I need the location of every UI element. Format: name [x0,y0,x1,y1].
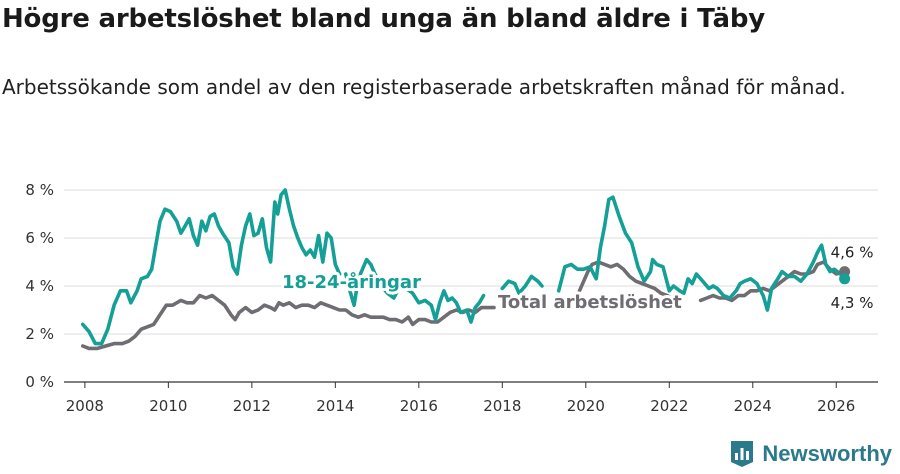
total-series-line-segment [81,293,496,351]
x-tick-label: 2018 [483,397,521,415]
x-tick-label: 2026 [817,397,855,415]
y-tick-label: 2 % [25,325,54,343]
x-tick-label: 2016 [400,397,438,415]
youth-series-label: 18-24-åringar [282,271,421,293]
youth-end-value-label: 4,3 % [831,294,874,312]
total-end-value-label: 4,6 % [831,244,874,262]
x-tick-label: 2008 [66,397,104,415]
youth-series-line-segment [81,188,342,346]
x-tick-label: 2024 [734,397,772,415]
x-tick-label: 2022 [650,397,688,415]
x-tick-label: 2020 [567,397,605,415]
y-tick-label: 6 % [25,229,54,247]
total-series-label: Total arbetslöshet [498,292,682,313]
x-tick-label: 2012 [233,397,271,415]
newsworthy-logo-icon [731,441,754,467]
total-series-label-halo: Total arbetslöshet [498,292,682,313]
youth-series-line-segment [556,195,847,312]
y-tick-label: 8 % [25,181,54,199]
chart-title: Högre arbetslöshet bland unga än bland ä… [2,4,766,34]
youth-series-end-point [839,273,851,285]
youth-series-line-segment [344,257,486,324]
chart-subtitle: Arbetssökande som andel av den registerb… [2,75,846,99]
brand-logo[interactable]: Newsworthy [730,440,892,468]
youth-series-label-halo: 18-24-åringar [282,271,421,293]
y-tick-label: 0 % [25,373,54,391]
x-tick-label: 2010 [149,397,187,415]
youth-series-line-segment [500,274,544,295]
y-tick-label: 4 % [25,277,54,295]
brand-name: Newsworthy [762,441,892,466]
x-tick-label: 2014 [316,397,354,415]
